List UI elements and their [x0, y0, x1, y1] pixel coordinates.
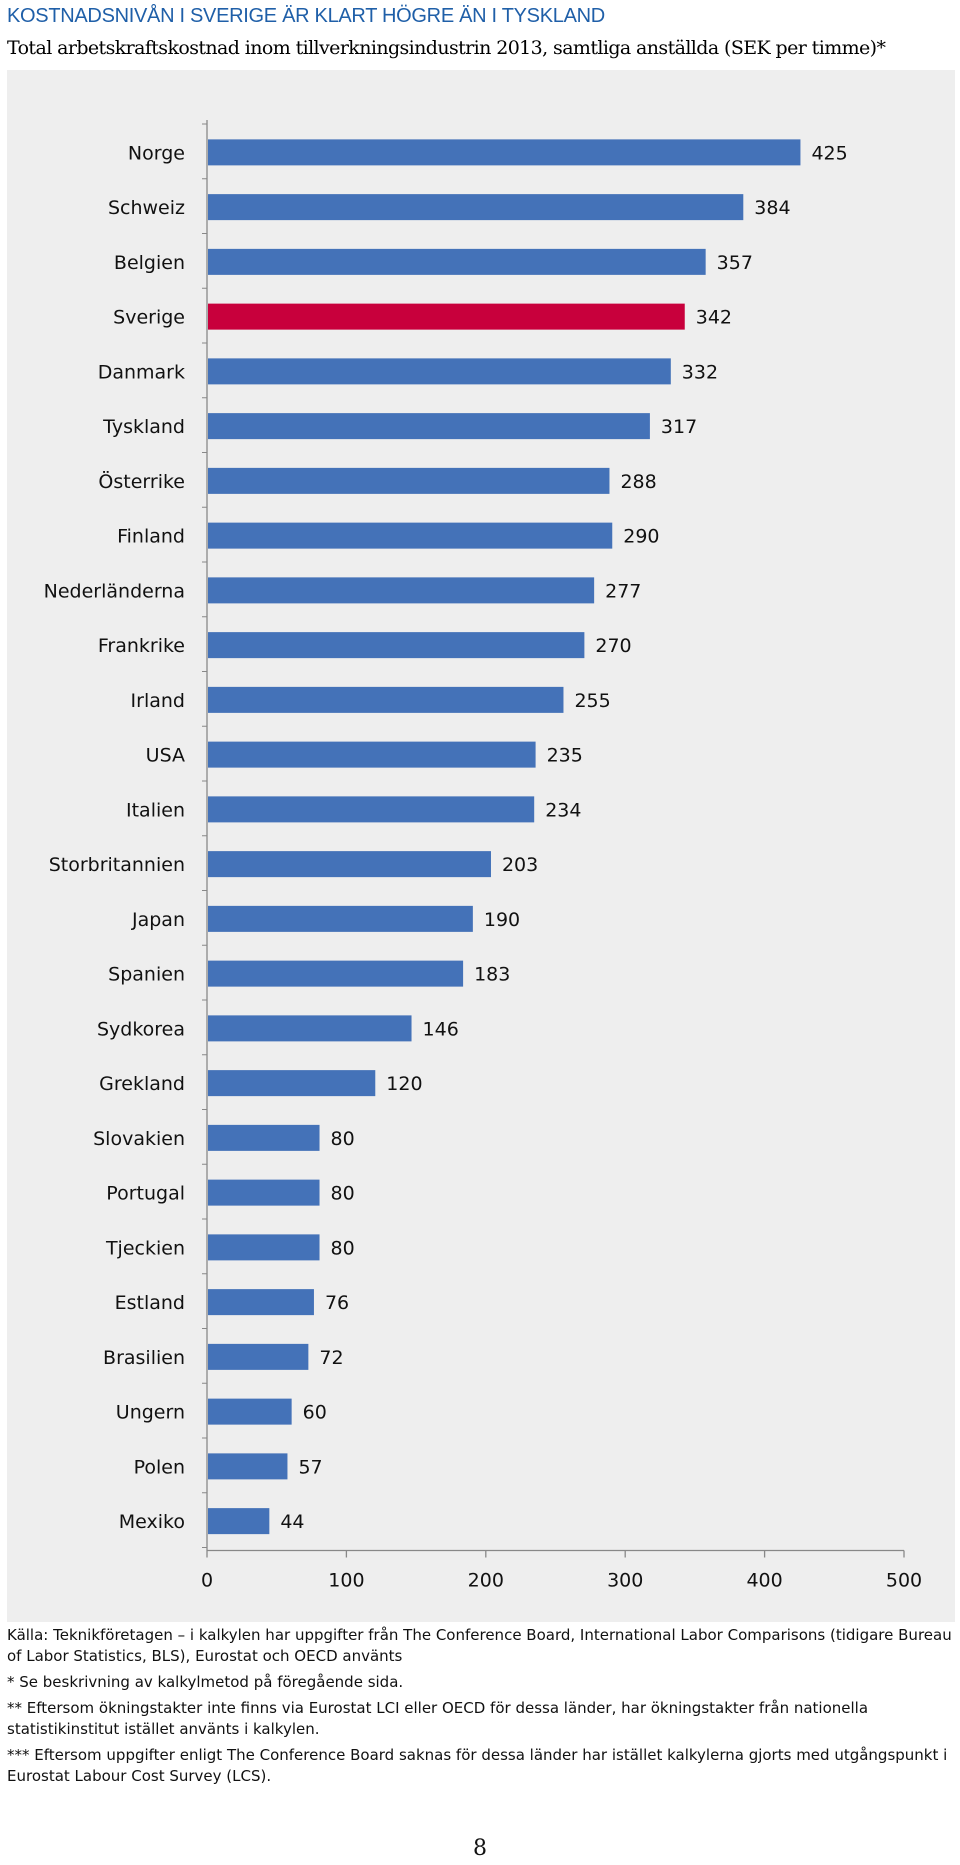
data-label: 44	[280, 1511, 304, 1533]
category-label: Irland	[131, 690, 185, 712]
category-label: Japan	[131, 909, 185, 931]
x-tick-label: 200	[468, 1570, 504, 1592]
data-label: 332	[682, 361, 718, 383]
footnote-2: ** Eftersom ökningstakter inte finns via…	[7, 1699, 869, 1738]
data-label: 190	[484, 909, 520, 931]
category-label: Polen	[134, 1456, 185, 1478]
category-label: Danmark	[98, 361, 185, 383]
chart-area: Norge 425 Schweiz 384 Belgien 357 Sverige 342 Da…	[7, 70, 955, 1622]
bar-finland	[208, 522, 613, 549]
bar-schweiz	[208, 194, 744, 221]
data-label: 288	[620, 471, 656, 493]
bar-nederländerna	[208, 577, 595, 604]
data-label: 80	[331, 1128, 355, 1150]
x-tick-label: 400	[746, 1570, 782, 1592]
bar-irland	[208, 686, 564, 713]
bar-tyskland	[208, 413, 650, 440]
category-label: Österrike	[98, 470, 185, 493]
footnotes: Källa: Teknikföretagen – i kalkylen har …	[7, 1625, 952, 1792]
data-label: 357	[717, 252, 753, 274]
bar-norge	[208, 139, 801, 166]
bar-brasilien	[208, 1343, 309, 1370]
data-label: 342	[696, 307, 732, 329]
category-label: Schweiz	[108, 197, 185, 219]
bar-frankrike	[208, 632, 585, 659]
category-label: Italien	[126, 799, 185, 821]
category-label: Belgien	[114, 252, 185, 274]
data-label: 234	[545, 799, 581, 821]
bar-chart: Norge 425 Schweiz 384 Belgien 357 Sverige 342 Da…	[44, 120, 922, 1592]
bar-ungern	[208, 1398, 292, 1425]
category-label: USA	[146, 745, 185, 767]
chart-heading: KOSTNADSNIVÅN I SVERIGE ÄR KLART HÖGRE Ä…	[7, 5, 605, 27]
category-label: Tjeckien	[105, 1237, 185, 1259]
data-label: 290	[623, 526, 659, 548]
bar-grekland	[208, 1070, 376, 1097]
category-label: Ungern	[116, 1402, 185, 1424]
data-label: 317	[661, 416, 697, 438]
data-label: 270	[595, 635, 631, 657]
bar-tjeckien	[208, 1234, 320, 1261]
category-label: Frankrike	[98, 635, 185, 657]
category-label: Tyskland	[102, 416, 185, 438]
bar-estland	[208, 1289, 314, 1316]
x-tick-label: 500	[886, 1570, 922, 1592]
bar-belgien	[208, 248, 706, 275]
chart-subtitle: Total arbetskraftskostnad inom tillverkn…	[7, 37, 886, 59]
data-label: 203	[502, 854, 538, 876]
footnote-1: * Se beskrivning av kalkylmetod på föreg…	[7, 1673, 404, 1691]
category-label: Finland	[117, 526, 185, 548]
x-tick-label: 100	[328, 1570, 364, 1592]
category-label: Mexiko	[119, 1511, 185, 1533]
data-label: 183	[474, 964, 510, 986]
category-label: Portugal	[106, 1183, 185, 1205]
data-label: 57	[298, 1456, 322, 1478]
bar-danmark	[208, 358, 671, 385]
bar-sverige	[208, 303, 685, 330]
footnote-3: *** Eftersom uppgifter enligt The Confer…	[7, 1746, 948, 1785]
data-label: 76	[325, 1292, 349, 1314]
page-number: 8	[473, 1836, 487, 1861]
bar-mexiko	[208, 1508, 270, 1535]
bar-österrike	[208, 467, 610, 494]
data-label: 146	[423, 1018, 459, 1040]
source-note: Källa: Teknikföretagen – i kalkylen har …	[7, 1626, 952, 1665]
bar-polen	[208, 1453, 288, 1480]
bar-italien	[208, 796, 535, 823]
bar-storbritannien	[208, 851, 491, 878]
data-label: 277	[605, 580, 641, 602]
bar-slovakien	[208, 1124, 320, 1151]
data-label: 80	[331, 1237, 355, 1259]
category-label: Grekland	[99, 1073, 185, 1095]
bar-japan	[208, 905, 473, 932]
bar-portugal	[208, 1179, 320, 1206]
data-label: 255	[574, 690, 610, 712]
data-label: 384	[754, 197, 790, 219]
bar-sydkorea	[208, 1015, 412, 1042]
category-label: Sverige	[113, 307, 185, 329]
category-label: Estland	[115, 1292, 185, 1314]
bar-spanien	[208, 960, 464, 987]
category-label: Norge	[128, 142, 185, 164]
category-label: Brasilien	[103, 1347, 185, 1369]
x-tick-label: 300	[607, 1570, 643, 1592]
category-label: Storbritannien	[49, 854, 185, 876]
category-label: Slovakien	[93, 1128, 185, 1150]
data-label: 72	[319, 1347, 343, 1369]
bar-usa	[208, 741, 536, 768]
data-label: 120	[386, 1073, 422, 1095]
x-tick-label: 0	[201, 1570, 213, 1592]
category-label: Spanien	[108, 964, 185, 986]
data-label: 235	[547, 745, 583, 767]
data-label: 80	[331, 1183, 355, 1205]
category-label: Nederländerna	[44, 580, 185, 602]
category-label: Sydkorea	[97, 1018, 185, 1040]
data-label: 425	[811, 142, 847, 164]
data-label: 60	[303, 1402, 327, 1424]
